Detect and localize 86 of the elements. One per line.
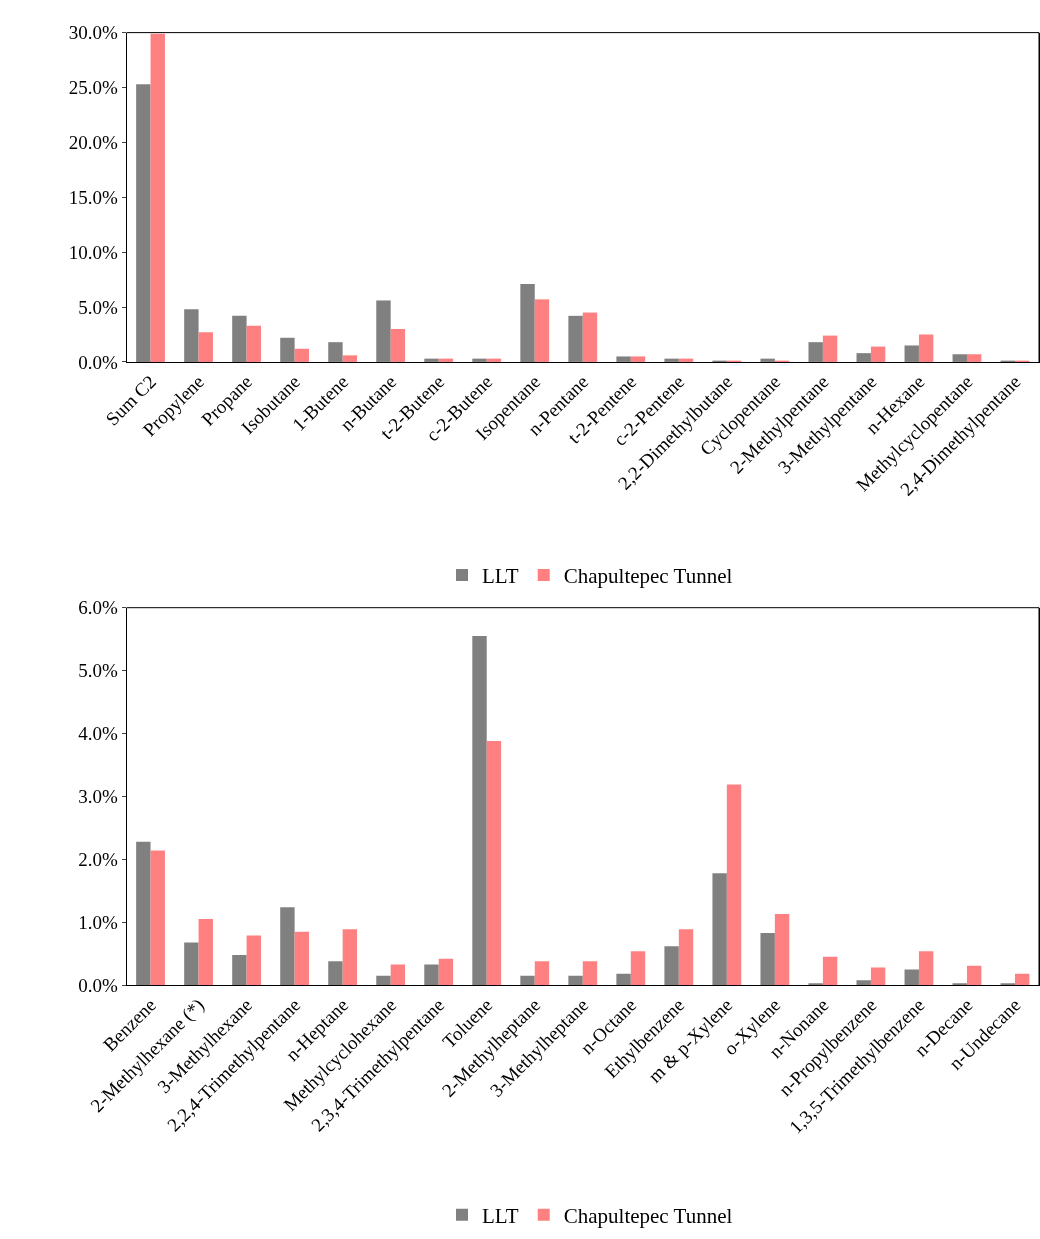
bar bbox=[390, 964, 406, 986]
legend-label: Chapultepec Tunnel bbox=[563, 1204, 733, 1229]
y-tick-label: 25.0% bbox=[68, 77, 118, 99]
bar bbox=[246, 935, 262, 986]
y-tick-label: 3.0% bbox=[78, 786, 118, 808]
bar bbox=[472, 636, 487, 986]
y-tick-label: 4.0% bbox=[78, 723, 118, 745]
y-tick-label: 6.0% bbox=[78, 597, 118, 619]
bar bbox=[822, 335, 838, 362]
bar bbox=[184, 942, 199, 986]
bar bbox=[870, 967, 886, 986]
y-tick-label: 15.0% bbox=[68, 186, 118, 208]
bar bbox=[342, 929, 358, 986]
bar bbox=[918, 334, 934, 362]
bar bbox=[870, 346, 886, 362]
bar bbox=[918, 951, 934, 986]
bar bbox=[966, 354, 982, 362]
bar bbox=[568, 315, 583, 362]
bar bbox=[664, 358, 679, 362]
bar bbox=[952, 354, 967, 362]
bar bbox=[1000, 983, 1015, 986]
bar bbox=[486, 741, 502, 986]
bar bbox=[232, 954, 247, 986]
bar bbox=[198, 332, 213, 362]
bar bbox=[616, 973, 631, 986]
bar bbox=[390, 329, 406, 362]
bar bbox=[184, 309, 199, 362]
bar bbox=[904, 345, 919, 362]
y-tick-label: 0.0% bbox=[78, 351, 118, 373]
bar bbox=[150, 33, 165, 362]
bar bbox=[808, 342, 823, 362]
bar bbox=[952, 983, 967, 986]
bar bbox=[342, 355, 358, 362]
bar bbox=[760, 932, 775, 986]
legend-label: LLT bbox=[482, 1204, 519, 1229]
bar bbox=[568, 975, 583, 986]
bar bbox=[232, 315, 247, 362]
bar bbox=[520, 975, 535, 986]
y-tick-label: 2.0% bbox=[78, 849, 118, 870]
y-tick-label: 5.0% bbox=[78, 660, 118, 682]
bar bbox=[136, 841, 151, 986]
bar bbox=[246, 325, 262, 362]
bar bbox=[198, 919, 213, 986]
bar bbox=[664, 946, 679, 986]
y-tick-label: 30.0% bbox=[68, 22, 118, 44]
bar bbox=[630, 951, 646, 986]
bar bbox=[822, 956, 838, 986]
legend-label: Chapultepec Tunnel bbox=[563, 564, 733, 589]
bar bbox=[760, 358, 775, 362]
y-tick-label: 5.0% bbox=[78, 296, 118, 318]
bar bbox=[424, 358, 439, 362]
bar bbox=[774, 914, 790, 986]
bar bbox=[630, 356, 646, 362]
bar bbox=[294, 348, 310, 362]
bar bbox=[582, 312, 598, 362]
y-tick-label: 20.0% bbox=[68, 132, 118, 154]
bar bbox=[616, 356, 631, 362]
bar bbox=[904, 969, 919, 986]
bar bbox=[294, 931, 310, 986]
bar bbox=[136, 84, 151, 362]
bar bbox=[520, 283, 535, 362]
bar bbox=[534, 961, 550, 986]
bar bbox=[328, 961, 343, 986]
legend-label: LLT bbox=[482, 564, 519, 589]
bar bbox=[678, 929, 694, 986]
y-tick-label: 1.0% bbox=[78, 911, 118, 933]
bar bbox=[424, 964, 439, 986]
bar bbox=[438, 958, 454, 986]
bar bbox=[966, 965, 982, 986]
bar bbox=[1014, 973, 1030, 986]
bar bbox=[808, 983, 823, 986]
bar bbox=[472, 358, 487, 362]
y-tick-label: 0.0% bbox=[78, 974, 118, 996]
bar bbox=[376, 300, 391, 362]
bar bbox=[280, 907, 295, 986]
bar bbox=[150, 850, 165, 986]
bar bbox=[280, 337, 295, 362]
bar bbox=[856, 980, 871, 986]
bar bbox=[712, 873, 727, 986]
bar bbox=[328, 342, 343, 362]
bar bbox=[856, 353, 871, 362]
bar bbox=[582, 961, 598, 986]
bar bbox=[726, 784, 742, 986]
bar bbox=[376, 975, 391, 986]
bar bbox=[534, 299, 550, 362]
y-tick-label: 10.0% bbox=[68, 241, 118, 263]
